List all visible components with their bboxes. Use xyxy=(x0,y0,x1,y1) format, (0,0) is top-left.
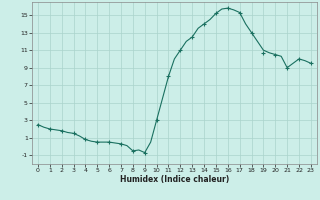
X-axis label: Humidex (Indice chaleur): Humidex (Indice chaleur) xyxy=(120,175,229,184)
